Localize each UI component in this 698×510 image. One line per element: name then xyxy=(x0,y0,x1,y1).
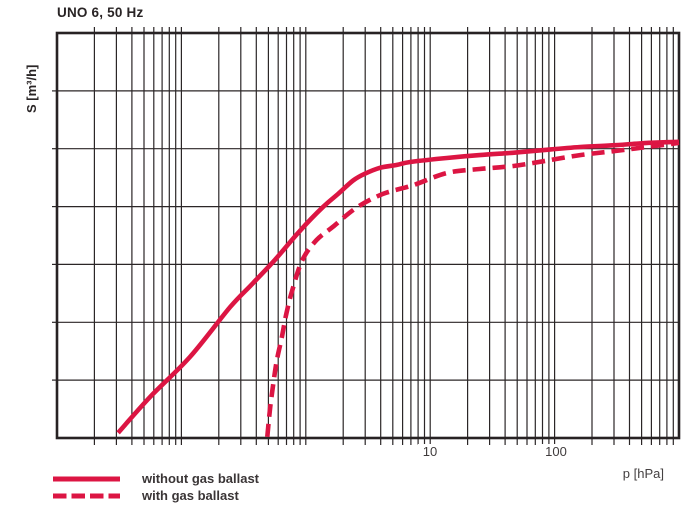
legend-label-with-ballast: with gas ballast xyxy=(142,487,239,503)
x-tick-label-10: 10 xyxy=(417,444,443,460)
legend-row-without-ballast: without gas ballast xyxy=(52,470,259,487)
chart-title: UNO 6, 50 Hz xyxy=(57,5,144,20)
legend-label-without-ballast: without gas ballast xyxy=(142,470,260,486)
legend-row-with-ballast: with gas ballast xyxy=(52,487,259,504)
x-tick-label-100: 100 xyxy=(540,444,572,460)
legend-line-solid-icon xyxy=(53,476,120,481)
x-axis-label: p [hPa] xyxy=(622,466,664,481)
legend: without gas ballast with gas ballast xyxy=(52,470,259,504)
legend-line-dashed-icon xyxy=(53,493,120,498)
